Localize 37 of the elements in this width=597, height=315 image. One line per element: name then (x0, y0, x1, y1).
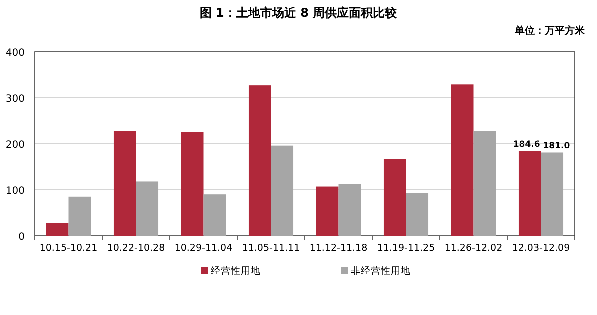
bar (114, 131, 136, 236)
annotation: 单位：万平方米 (515, 26, 585, 37)
x-tick-label: 10.29-11.04 (174, 243, 233, 254)
bar (541, 152, 564, 236)
bar (181, 132, 204, 236)
legend-label: 非经营性用地 (351, 265, 411, 277)
y-tick-label: 0 (18, 232, 25, 243)
x-tick-label: 12.03-12.09 (512, 243, 570, 254)
bar (474, 131, 496, 236)
bar (204, 194, 226, 236)
bar (68, 196, 92, 236)
bar (518, 151, 542, 236)
y-tick-label: 200 (6, 140, 25, 151)
bar (406, 193, 429, 236)
y-tick-label: 100 (6, 186, 25, 197)
bar (136, 182, 159, 236)
x-tick-label: 11.26-12.02 (444, 243, 503, 254)
bar (451, 84, 474, 236)
legend-item: 经营性用地 (201, 266, 261, 277)
legend-item: 非经营性用地 (341, 266, 411, 277)
bar (46, 223, 69, 236)
x-tick-label: 11.12-11.18 (310, 243, 368, 254)
bar (338, 184, 362, 236)
y-tick-label: 400 (6, 48, 25, 59)
x-tick-label: 10.15-10.21 (40, 243, 98, 254)
data-label: 184.6 (513, 140, 540, 150)
title: 图 1：土地市场近 8 周供应面积比较 (200, 6, 398, 20)
x-tick-label: 11.19-11.25 (377, 243, 436, 254)
data-label: 181.0 (543, 142, 570, 152)
legend-label: 经营性用地 (211, 265, 261, 277)
y-tick-label: 300 (6, 94, 25, 105)
x-tick-label: 10.22-10.28 (107, 243, 166, 254)
bar (271, 146, 294, 236)
x-tick-label: 11.05-11.11 (242, 243, 300, 254)
bar (316, 186, 339, 236)
bar (384, 159, 406, 236)
bar (248, 86, 272, 236)
